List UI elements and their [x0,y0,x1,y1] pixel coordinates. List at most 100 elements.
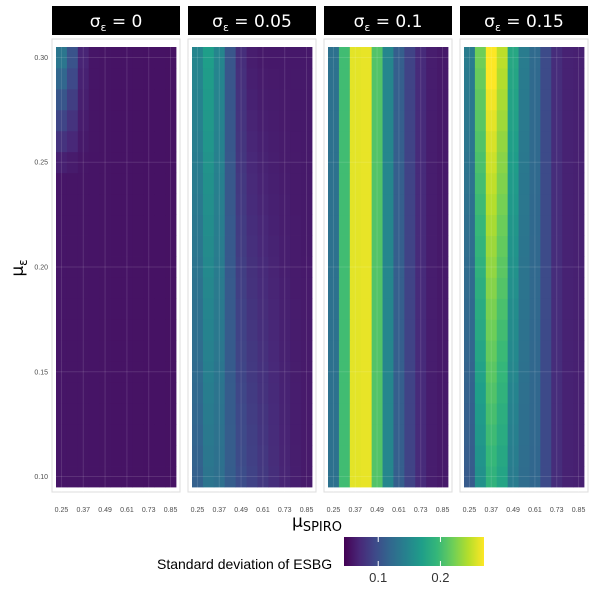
heatmap-tile [551,382,563,404]
heatmap-tile [404,466,416,488]
heatmap-tile [224,319,237,341]
heatmap-tile [551,403,563,425]
heatmap-tile [143,109,155,132]
heatmap-tile [213,151,226,174]
heatmap-tile [415,424,427,446]
heatmap-tile [507,88,519,111]
heatmap-tile [213,466,226,488]
heatmap-tile [290,235,302,257]
heatmap-tile [56,340,68,362]
heatmap-tile [437,151,449,174]
heatmap-tile [426,382,438,404]
heatmap-tile [110,256,122,278]
heatmap-tile [360,235,373,257]
heatmap-tile [496,382,509,404]
heatmap-tile [66,109,79,132]
heatmap-tile [404,151,416,174]
heatmap-tile [257,424,269,446]
heatmap-tile [518,151,530,174]
heatmap-tile [56,298,68,320]
heatmap-tile [66,277,79,299]
heatmap-tile [192,235,204,257]
heatmap-tile [464,67,476,90]
heatmap-tile [257,109,269,132]
heatmap-tile [268,235,280,257]
heatmap-tile [279,151,291,174]
heatmap-tile [301,235,313,257]
heatmap-tile [66,172,79,195]
heatmap-tile [540,403,552,425]
heatmap-tile [573,47,585,69]
heatmap-tile [382,109,394,132]
heatmap-tile [404,403,416,425]
heatmap-tile [496,340,509,362]
heatmap-tile [551,445,563,467]
heatmap-tile [371,88,383,111]
heatmap-tile [56,424,68,446]
heatmap-tile [154,277,166,299]
heatmap-tile [268,256,280,278]
heatmap-tile [551,47,563,69]
y-axis-title-main: μ [8,266,28,277]
heatmap-tile [235,130,247,153]
heatmap-tile [110,424,122,446]
heatmap-tile [88,298,101,320]
heatmap-tile [279,193,291,216]
facet-strip [188,6,316,35]
heatmap-tile [154,130,166,153]
heatmap-tile [551,109,563,132]
heatmap-tile [132,298,144,320]
heatmap-tile [77,47,90,69]
heatmap-tile [371,340,383,362]
heatmap-tile [99,298,111,320]
heatmap-tile [77,193,90,216]
heatmap-tile [540,424,552,446]
x-axis-title-sub: SPIRO [303,520,342,535]
heatmap-tile [143,256,155,278]
heatmap-tile [224,109,237,132]
heatmap-tile [257,403,269,425]
heatmap-tile [66,235,79,257]
heatmap-tile [360,256,373,278]
heatmap-tile [66,151,79,174]
heatmap-tile [360,88,373,111]
heatmap-tile [143,361,155,383]
heatmap-tile [360,47,373,69]
heatmap-tile [213,340,226,362]
heatmap-tile [279,445,291,467]
heatmap-tile [202,445,215,467]
heatmap-tile [562,424,574,446]
heatmap-tile [257,88,269,111]
heatmap-tile [349,382,362,404]
heatmap-tile [573,130,585,153]
heatmap-tile [415,466,427,488]
heatmap-tile [507,47,519,69]
heatmap-tile [268,403,280,425]
heatmap-tile [393,382,405,404]
heatmap-tile [371,193,383,216]
heatmap-tile [77,277,90,299]
heatmap-tile [143,277,155,299]
heatmap-tile [301,256,313,278]
heatmap-tile [257,466,269,488]
heatmap-tile [154,361,166,383]
heatmap-tile [132,109,144,132]
heatmap-tile [154,340,166,362]
heatmap-tile [464,466,476,488]
heatmap-tile [110,67,122,90]
heatmap-tile [192,319,204,341]
heatmap-tile [279,88,291,111]
heatmap-tile [165,235,177,257]
heatmap-tile [99,235,111,257]
heatmap-tile [301,277,313,299]
heatmap-tile [224,340,237,362]
heatmap-tile [393,403,405,425]
heatmap-tile [404,88,416,111]
heatmap-tile [573,298,585,320]
heatmap-tile [496,47,509,69]
heatmap-tile [88,424,101,446]
heatmap-tile [290,151,302,174]
heatmap-tile [485,403,498,425]
heatmap-tile [132,403,144,425]
heatmap-tile [573,256,585,278]
